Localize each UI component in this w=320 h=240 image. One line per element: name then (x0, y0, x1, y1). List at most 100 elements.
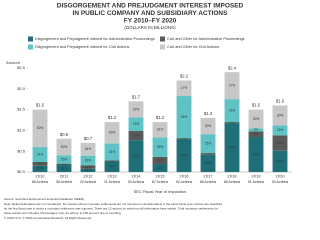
total-label: $1.3 (204, 111, 213, 116)
bar-segment (224, 72, 240, 100)
legend-label: Disgorgement and Prejudgment Interest fo… (35, 37, 155, 41)
bar-segment (152, 164, 168, 172)
bar-segment (80, 168, 96, 172)
chart-title: DISGORGEMENT AND PREJUDGMENT INTEREST IM… (57, 3, 244, 10)
x-tick-label: 2019 (252, 174, 262, 179)
y-axis-title: Amount (6, 60, 21, 65)
segment-label: 27% (229, 83, 236, 87)
bar-segment (248, 131, 264, 138)
segment-label: 17% (181, 86, 188, 90)
bar-segment (104, 161, 120, 172)
chart-subtitle: (DOLLARS IN BILLIONS) (124, 25, 176, 30)
bar-segment (152, 122, 168, 138)
chart-title: FY 2010–FY 2020 (124, 18, 177, 25)
total-label: $1.2 (156, 115, 165, 120)
segment-label: 36% (181, 153, 188, 157)
bar-segment (56, 163, 72, 166)
total-label: $0.8 (60, 132, 69, 137)
segment-label: 1% (230, 120, 235, 124)
x-tick-sublabel: 91 Actions (248, 180, 265, 184)
segment-label: 44% (85, 147, 92, 151)
segment-label: 34% (109, 150, 116, 154)
segment-label: 10% (37, 167, 44, 171)
bar-segment (152, 137, 168, 158)
segment-label: 5% (254, 128, 259, 132)
segment-label: 6% (38, 162, 43, 166)
segment-label: 23% (229, 108, 236, 112)
bar-segment (176, 80, 192, 97)
bar-segment (128, 130, 144, 141)
bar-segment (200, 153, 216, 155)
y-tick-label: $1.0 (17, 127, 26, 132)
total-label: $1.5 (252, 103, 261, 108)
x-tick-sublabel: 53 Actions (272, 180, 289, 184)
bar-segment (272, 150, 288, 172)
x-tick-sublabel: 31 Actions (104, 180, 121, 184)
bar-segment (152, 157, 168, 165)
segment-label: 14% (157, 158, 164, 162)
note: those actions are included. Percentages … (4, 211, 122, 215)
x-tick-label: 2020 (276, 174, 286, 179)
segment-label: 39% (157, 145, 164, 149)
x-tick-label: 2017 (204, 174, 214, 179)
legend-swatch (160, 36, 165, 42)
bar-segment (248, 109, 264, 129)
segment-label: 49% (229, 145, 236, 149)
x-tick-sublabel: 68 Actions (224, 180, 241, 184)
segment-label: 15% (277, 128, 284, 132)
bar-segment (32, 165, 48, 172)
bar-segment (176, 139, 192, 172)
x-tick-sublabel: 38 Actions (56, 180, 73, 184)
total-label: $0.7 (84, 136, 93, 141)
bar-segment (56, 138, 72, 156)
segment-label: 30% (253, 117, 260, 121)
bar-segment (272, 135, 288, 151)
bar-segment (176, 96, 192, 139)
bar-segment (80, 142, 96, 156)
segment-label: 31% (157, 128, 164, 132)
x-tick-label: 2014 (132, 174, 142, 179)
y-tick-label: $1.5 (17, 107, 26, 112)
segment-label: 13% (133, 133, 140, 137)
bar-segment (200, 134, 216, 154)
segment-label: 25% (61, 157, 68, 161)
bar-segment (80, 165, 96, 169)
x-tick-label: 2010 (36, 174, 46, 179)
legend-swatch (28, 44, 33, 50)
total-label: $1.7 (132, 94, 141, 99)
x-tick-label: 2011 (60, 174, 69, 179)
note: © 2020 NYU. © 2020 Cornerstone Research.… (4, 216, 92, 220)
segment-label: 45% (133, 154, 140, 158)
bar-segment (224, 99, 240, 123)
segment-label: 3% (206, 152, 211, 156)
x-tick-label: 2015 (156, 174, 166, 179)
legend-label: Civil and Other for Administrative Proce… (167, 37, 245, 41)
segment-label: 11% (85, 168, 91, 172)
segment-label: 2% (110, 159, 115, 163)
total-label: $1.2 (108, 115, 117, 120)
chart: DISGORGEMENT AND PREJUDGMENT INTEREST IM… (4, 3, 292, 220)
note: Note: Relief defendants are not consider… (4, 202, 222, 206)
segment-label: 16% (157, 166, 164, 170)
segment-label: 21% (61, 166, 68, 170)
bar-segment (80, 155, 96, 166)
total-label: $2.2 (180, 74, 189, 79)
y-tick-label: $0.5 (17, 148, 26, 153)
segment-label: 33% (85, 158, 92, 162)
bar-segment (128, 117, 144, 131)
bar-segment (200, 154, 216, 172)
bar-segment (200, 117, 216, 135)
bar-segment (128, 101, 144, 118)
segment-label: 30% (205, 124, 212, 128)
legend-swatch (28, 36, 33, 42)
x-tick-sublabel: 86 Actions (200, 180, 217, 184)
segment-label: 32% (277, 159, 284, 163)
x-tick-label: 2018 (228, 174, 238, 179)
total-label: $2.4 (228, 65, 237, 70)
legend-swatch (160, 44, 165, 50)
bar-segment (104, 143, 120, 161)
segment-label: 32% (205, 161, 212, 165)
bar-segment (128, 140, 144, 172)
segment-label: 56% (253, 152, 260, 156)
y-tick-label: $2.5 (17, 65, 26, 70)
